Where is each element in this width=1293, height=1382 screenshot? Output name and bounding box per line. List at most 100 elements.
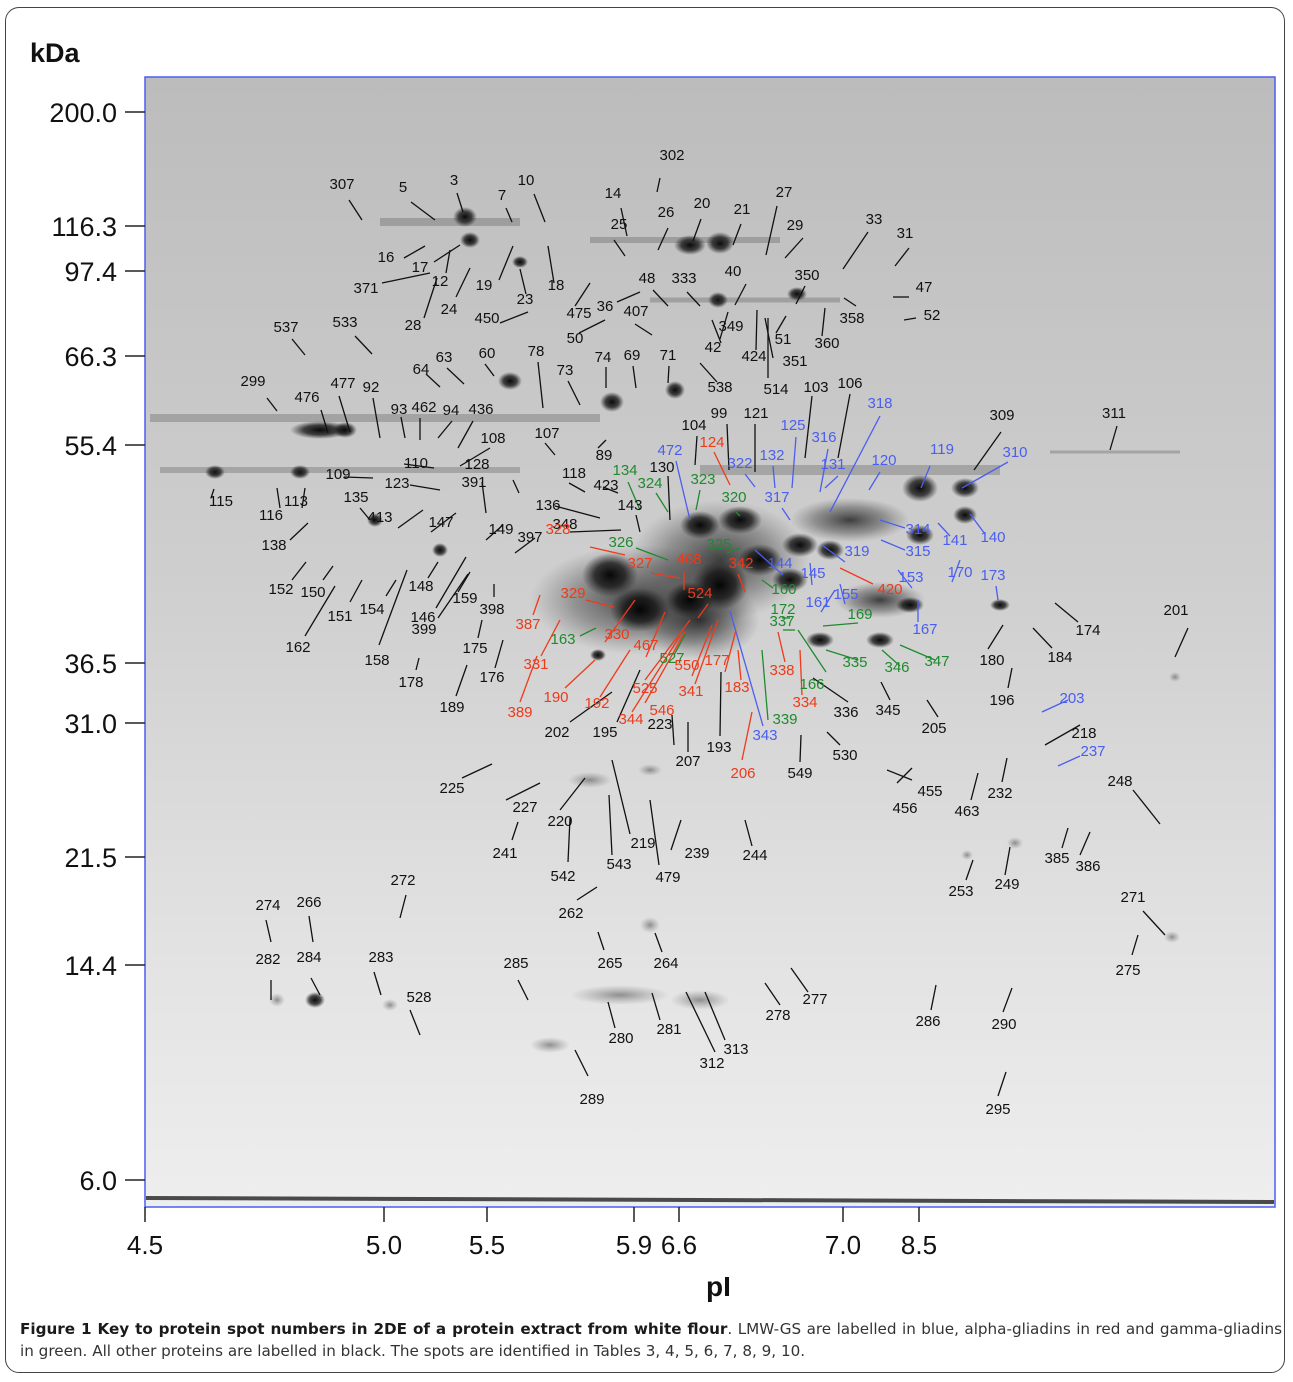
y-axis: 200.0 116.3 97.4 66.3 55.4 36.5 31.0 21.5 14.4 6.… xyxy=(49,98,145,1196)
spot-label-348: 348 xyxy=(552,516,577,533)
leader-line xyxy=(1054,602,1079,623)
spot-label-313: 313 xyxy=(723,1041,748,1058)
spot-label-538: 538 xyxy=(707,379,732,396)
leader-line xyxy=(446,367,465,385)
leader-line xyxy=(821,307,826,337)
gel-streak xyxy=(150,414,600,422)
spot-label-89: 89 xyxy=(596,447,613,464)
leader-line xyxy=(970,772,979,801)
spot-label-175: 175 xyxy=(462,640,487,657)
gel-spot xyxy=(816,540,844,560)
leader-line xyxy=(322,565,334,581)
spot-label-386: 386 xyxy=(1075,858,1100,875)
spot-label-455: 455 xyxy=(917,783,942,800)
spot-label-166: 166 xyxy=(799,676,824,693)
leader-line xyxy=(670,819,682,851)
gel-spot xyxy=(512,256,528,268)
leader-line xyxy=(289,522,309,541)
spot-label-160: 160 xyxy=(771,581,796,598)
leader-line xyxy=(667,365,670,384)
leader-line xyxy=(627,481,641,511)
spot-label-309: 309 xyxy=(989,407,1014,424)
gel-spot xyxy=(1007,837,1023,849)
spot-label-52: 52 xyxy=(924,307,941,324)
spot-label-524: 524 xyxy=(687,585,712,602)
gel-spot xyxy=(382,999,398,1011)
spot-label-163: 163 xyxy=(550,631,575,648)
spot-label-146: 146 xyxy=(410,609,435,626)
spot-label-148: 148 xyxy=(408,578,433,595)
leader-line xyxy=(1132,789,1161,825)
leader-line xyxy=(430,512,457,533)
leader-line xyxy=(564,659,596,689)
leader-line xyxy=(673,632,687,656)
spot-label-152: 152 xyxy=(268,581,293,598)
spot-label-537: 537 xyxy=(273,319,298,336)
spot-label-205: 205 xyxy=(921,720,946,737)
leader-line xyxy=(265,919,272,943)
spot-label-317: 317 xyxy=(764,489,789,506)
spot-label-119: 119 xyxy=(930,441,954,458)
leader-line xyxy=(839,583,846,605)
x-tick-label: 4.5 xyxy=(127,1230,163,1260)
spot-label-195: 195 xyxy=(592,724,617,741)
leader-line xyxy=(576,886,598,901)
gel-spot xyxy=(806,632,834,648)
leader-line xyxy=(1002,987,1013,1013)
spot-label-344: 344 xyxy=(618,711,643,728)
gel-spot xyxy=(333,422,357,438)
spot-label-151: 151 xyxy=(327,608,352,625)
spot-label-275: 275 xyxy=(1115,962,1140,979)
spot-label-360: 360 xyxy=(814,335,839,352)
leader-line xyxy=(589,546,626,556)
spot-label-33: 33 xyxy=(866,211,883,228)
spot-label-391: 391 xyxy=(461,474,486,491)
spot-label-358: 358 xyxy=(839,310,864,327)
gel-spot xyxy=(902,474,938,502)
spot-label-329: 329 xyxy=(560,585,585,602)
leader-line xyxy=(656,177,661,193)
spot-label-48: 48 xyxy=(639,270,656,287)
gel-streak xyxy=(1050,450,1180,454)
spot-label-93: 93 xyxy=(391,401,408,418)
leader-line xyxy=(410,201,436,221)
leader-line xyxy=(291,561,307,581)
spot-label-153: 153 xyxy=(898,569,923,586)
leader-line xyxy=(961,461,1009,489)
y-tick-label: 116.3 xyxy=(51,212,117,242)
leader-line xyxy=(654,932,663,953)
gel-spot xyxy=(1169,672,1181,682)
spot-label-3: 3 xyxy=(450,172,458,189)
spot-label-109: 109 xyxy=(325,466,350,483)
leader-line xyxy=(920,465,931,489)
leader-line xyxy=(425,373,441,388)
leader-line xyxy=(997,1071,1007,1097)
leader-line xyxy=(354,335,373,355)
spot-label-277: 277 xyxy=(802,991,827,1008)
spot-label-123: 123 xyxy=(384,475,409,492)
spot-label-299: 299 xyxy=(240,373,265,390)
leader-line xyxy=(477,619,483,639)
leader-line xyxy=(965,859,974,881)
leader-line xyxy=(567,817,571,863)
leader-line xyxy=(613,239,626,257)
spot-label-274: 274 xyxy=(255,897,280,914)
leader-line xyxy=(578,319,606,334)
caption-body: . LMW-GS are labelled in blue, alpha-gli… xyxy=(20,1320,1282,1360)
leader-line xyxy=(777,631,786,663)
spot-label-99: 99 xyxy=(711,405,728,422)
spot-label-161: 161 xyxy=(805,594,830,611)
leader-line xyxy=(301,487,306,509)
spot-label-145: 145 xyxy=(800,565,825,582)
leader-line xyxy=(649,799,660,866)
spot-label-110: 110 xyxy=(404,455,428,472)
spot-label-143: 143 xyxy=(617,497,642,514)
leader-line xyxy=(651,992,661,1021)
spot-label-28: 28 xyxy=(405,317,422,334)
spot-label-278: 278 xyxy=(765,1007,790,1024)
spot-label-51: 51 xyxy=(775,331,792,348)
spot-label-420: 420 xyxy=(877,581,902,598)
spot-label-262: 262 xyxy=(558,905,583,922)
leader-line xyxy=(461,763,493,779)
spot-label-450: 450 xyxy=(474,310,499,327)
